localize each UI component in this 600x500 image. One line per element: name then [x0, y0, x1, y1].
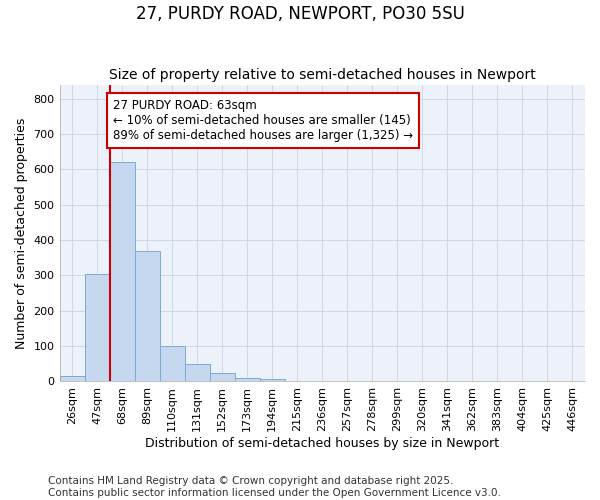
Title: Size of property relative to semi-detached houses in Newport: Size of property relative to semi-detach…: [109, 68, 536, 82]
Bar: [235, 378, 260, 382]
Bar: [59, 376, 85, 382]
Bar: [209, 374, 235, 382]
Bar: [185, 364, 209, 382]
Bar: [134, 250, 160, 382]
Bar: [285, 381, 310, 382]
Bar: [160, 346, 185, 382]
Bar: [110, 162, 134, 382]
Text: 27, PURDY ROAD, NEWPORT, PO30 5SU: 27, PURDY ROAD, NEWPORT, PO30 5SU: [136, 5, 464, 23]
Bar: [260, 379, 285, 382]
Bar: [85, 274, 110, 382]
Text: Contains HM Land Registry data © Crown copyright and database right 2025.
Contai: Contains HM Land Registry data © Crown c…: [48, 476, 501, 498]
Text: 27 PURDY ROAD: 63sqm
← 10% of semi-detached houses are smaller (145)
89% of semi: 27 PURDY ROAD: 63sqm ← 10% of semi-detac…: [113, 98, 413, 142]
Y-axis label: Number of semi-detached properties: Number of semi-detached properties: [15, 118, 28, 348]
X-axis label: Distribution of semi-detached houses by size in Newport: Distribution of semi-detached houses by …: [145, 437, 499, 450]
